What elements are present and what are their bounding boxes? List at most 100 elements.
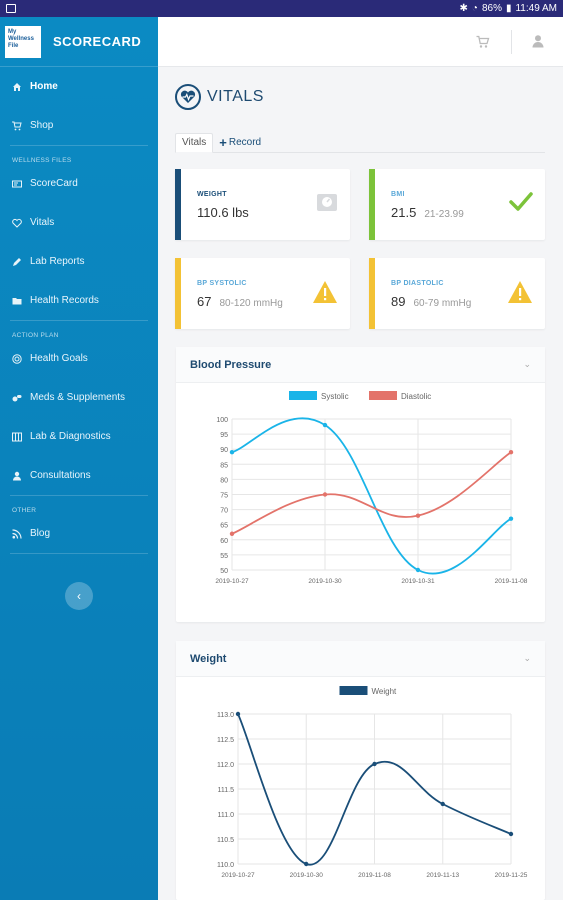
stat-label: BP DIASTOLIC <box>391 280 444 287</box>
sidebar-item-home[interactable]: Home <box>0 67 158 106</box>
x-tick-label: 2019-11-08 <box>358 872 391 879</box>
sidebar-item-lab-reports[interactable]: Lab Reports <box>0 242 158 281</box>
tab-record[interactable]: + Record <box>213 133 267 152</box>
sidebar-item-label: Lab Reports <box>30 256 85 267</box>
card-accent <box>175 169 181 240</box>
home-icon <box>12 82 22 92</box>
x-tick-label: 2019-11-08 <box>495 578 528 585</box>
folder-icon <box>12 296 22 306</box>
stat-label: WEIGHT <box>197 191 227 198</box>
weight-card[interactable]: WEIGHT 110.6 lbs <box>175 169 350 240</box>
y-tick-label: 110.0 <box>217 862 234 869</box>
sidebar-item-health-goals[interactable]: Health Goals <box>0 339 158 378</box>
x-tick-label: 2019-11-13 <box>426 872 459 879</box>
sidebar-item-lab-diagnostics[interactable]: Lab & Diagnostics <box>0 417 158 456</box>
tab-record-label: Record <box>228 137 262 148</box>
y-tick-label: 60 <box>220 538 228 545</box>
top-bar <box>158 17 563 67</box>
legend-label: Weight <box>372 687 398 696</box>
tab-bar: Vitals + Record <box>175 133 545 153</box>
legend-swatch <box>339 686 368 695</box>
y-tick-label: 80 <box>220 477 228 484</box>
x-tick-label: 2019-10-30 <box>308 578 342 585</box>
y-tick-label: 112.5 <box>217 737 234 744</box>
legend-swatch <box>289 391 317 400</box>
blood-pressure-chart: Systolic Diastolic 50 55 60 65 70 75 80 85 90 95 100… <box>215 391 528 585</box>
series-line <box>237 713 512 866</box>
sidebar-item-meds-supplements[interactable]: Meds & Supplements <box>0 378 158 417</box>
sidebar-item-scorecard[interactable]: ScoreCard <box>0 164 158 203</box>
app-notification-icon <box>6 4 16 13</box>
y-tick-label: 75 <box>220 493 228 500</box>
data-point <box>415 513 421 518</box>
sidebar: My Wellness File SCORECARD Home Shop WEL… <box>0 17 158 900</box>
data-point <box>229 531 235 536</box>
sidebar-item-label: Meds & Supplements <box>30 392 126 403</box>
card-accent <box>369 169 375 240</box>
panel-title: Blood Pressure <box>190 358 272 371</box>
user-icon[interactable] <box>531 34 545 48</box>
rss-icon <box>12 528 22 539</box>
bp-systolic-card[interactable]: BP SYSTOLIC 67 80-120 mmHg <box>175 258 350 329</box>
data-point <box>508 450 514 455</box>
series-line <box>231 451 512 535</box>
y-tick-label: 65 <box>220 523 228 530</box>
bmi-card[interactable]: BMI 21.5 21-23.99 <box>369 169 545 240</box>
pencil-icon <box>12 257 22 267</box>
sidebar-item-consultations[interactable]: Consultations <box>0 456 158 495</box>
data-point <box>322 492 328 497</box>
sidebar-item-label: Lab & Diagnostics <box>30 431 111 442</box>
data-point <box>229 450 235 455</box>
weight-panel: Weight ⌄ Weight 110.0 110.5 111.0 111.5 112.0… <box>176 641 545 900</box>
sidebar-item-label: Home <box>30 81 58 92</box>
sidebar-item-blog[interactable]: Blog <box>0 514 158 553</box>
bp-diastolic-value: 89 <box>391 294 406 309</box>
chevron-down-icon[interactable]: ⌄ <box>523 653 531 663</box>
data-point <box>304 861 309 867</box>
bp-diastolic-card[interactable]: BP DIASTOLIC 89 60-79 mmHg <box>369 258 545 329</box>
sidebar-item-vitals[interactable]: Vitals <box>0 203 158 242</box>
brand-logo: My Wellness File <box>5 25 41 58</box>
plus-icon: + <box>219 134 227 150</box>
section-action-plan: ACTION PLAN <box>12 332 59 339</box>
data-point <box>372 761 377 767</box>
data-point <box>415 567 421 573</box>
warning-icon <box>507 280 533 309</box>
collapse-sidebar-button[interactable]: ‹ <box>65 582 93 610</box>
divider <box>10 495 148 496</box>
x-tick-label: 2019-11-25 <box>495 872 528 879</box>
stat-value: 110.6 lbs <box>197 205 249 220</box>
y-tick-label: 85 <box>220 462 228 469</box>
legend-swatch <box>369 391 397 400</box>
chevron-down-icon[interactable]: ⌄ <box>523 359 531 369</box>
brand[interactable]: My Wellness File SCORECARD <box>0 17 158 67</box>
panel-header[interactable]: Weight ⌄ <box>176 641 545 677</box>
y-tick-label: 111.5 <box>218 787 235 794</box>
card-accent <box>175 258 181 329</box>
sidebar-item-label: Blog <box>30 528 51 539</box>
sidebar-item-shop[interactable]: Shop <box>0 106 158 145</box>
weight-chart: Weight 110.0 110.5 111.0 111.5 112.0 112.5 113.… <box>217 686 528 879</box>
sidebar-item-label: Health Goals <box>30 353 88 364</box>
data-point <box>322 422 328 428</box>
wifi-icon: ◔ <box>471 3 478 14</box>
stat-label: BMI <box>391 191 405 198</box>
legend-label: Diastolic <box>401 392 431 401</box>
status-bar: ✱ ◔ 86% ▮ 11:49 AM <box>0 0 563 17</box>
page-title: VITALS <box>207 88 264 105</box>
bp-systolic-range: 80-120 mmHg <box>219 298 283 309</box>
sidebar-item-label: Consultations <box>30 470 91 481</box>
y-tick-label: 95 <box>220 432 228 439</box>
data-point <box>508 831 514 837</box>
section-other: OTHER <box>12 507 37 514</box>
cart-icon[interactable] <box>476 35 490 49</box>
clock: 11:49 AM <box>515 3 557 14</box>
tab-vitals[interactable]: Vitals <box>175 133 214 153</box>
sidebar-item-label: ScoreCard <box>30 178 78 189</box>
y-tick-label: 90 <box>220 447 228 454</box>
pills-icon <box>12 393 22 403</box>
panel-header[interactable]: Blood Pressure ⌄ <box>176 347 545 383</box>
battery-icon: ▮ <box>505 3 512 14</box>
x-tick-label: 2019-10-30 <box>290 872 324 879</box>
sidebar-item-health-records[interactable]: Health Records <box>0 281 158 320</box>
